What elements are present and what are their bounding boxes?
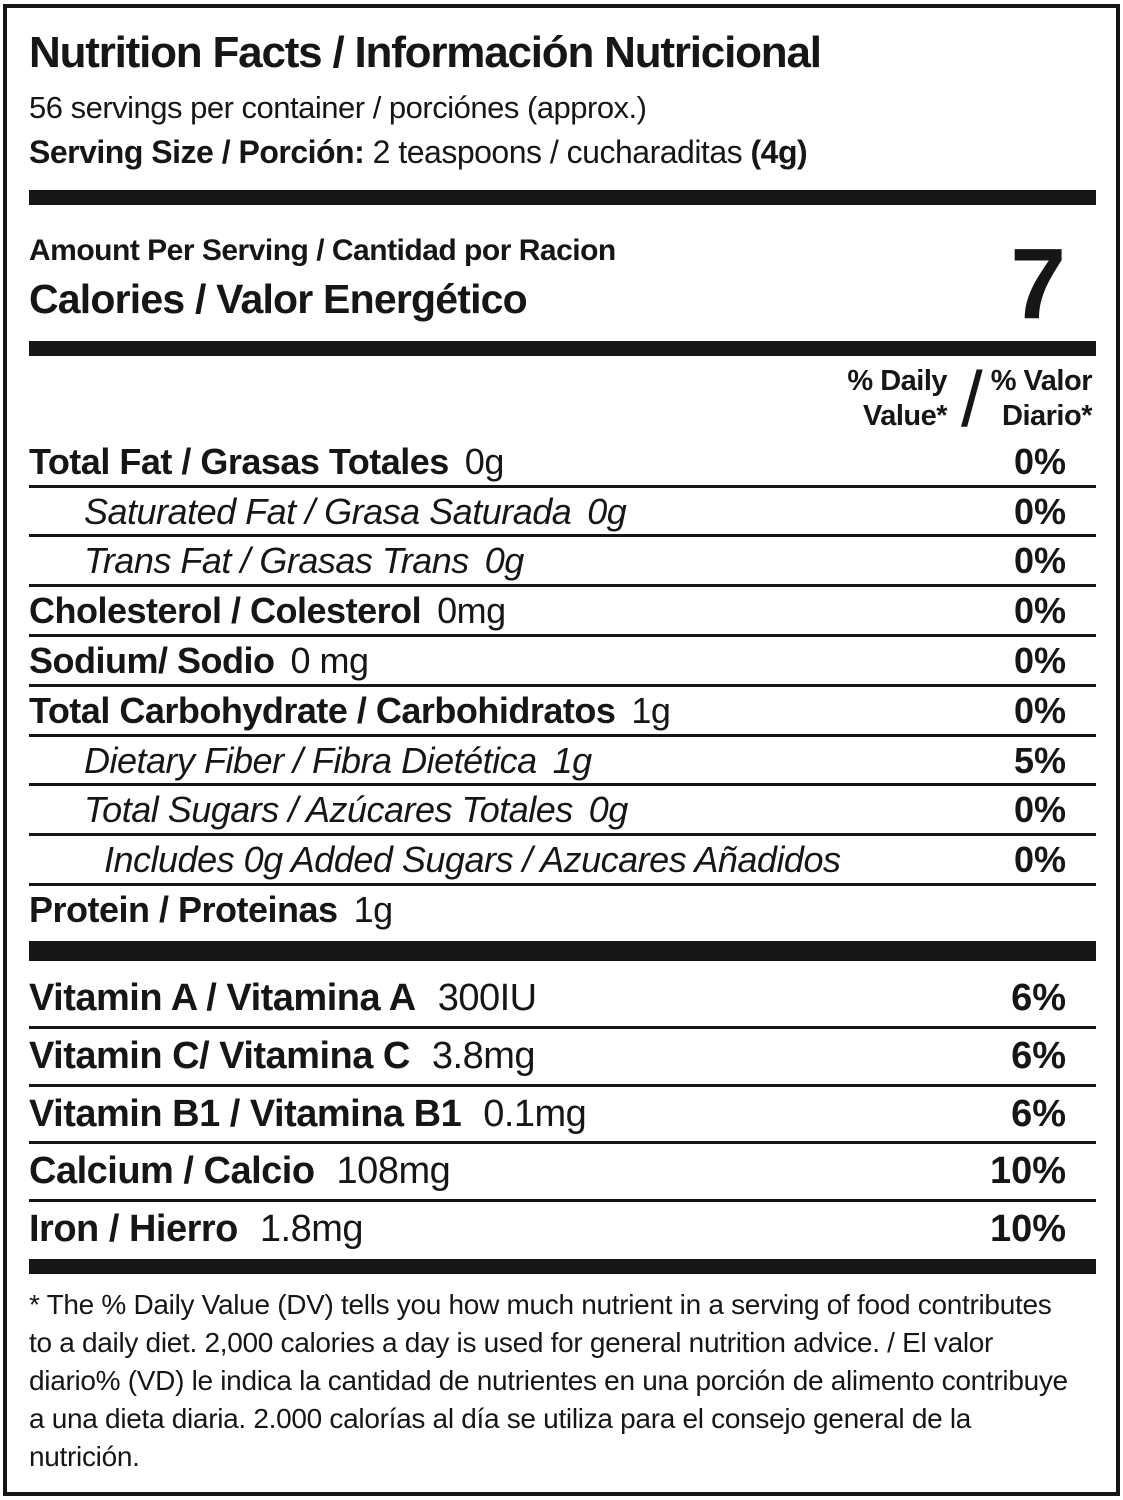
nutrient-label: Dietary Fiber / Fibra Dietética xyxy=(84,739,537,781)
daily-value-percent: 0% xyxy=(1013,590,1066,632)
nutrient-amount: 0g xyxy=(464,440,505,482)
nutrition-facts-label: Nutrition Facts / Información Nutriciona… xyxy=(3,4,1120,1496)
daily-value-header-en: % Daily Value* xyxy=(847,364,947,434)
nutrient-amount: 0mg xyxy=(437,590,506,632)
daily-value-percent: 0% xyxy=(1013,440,1066,482)
daily-value-header-es: % Valor Diario* xyxy=(990,364,1093,434)
label-title: Nutrition Facts / Información Nutriciona… xyxy=(29,28,822,77)
nutrient-row: Total Fat / Grasas Totales 0g 0% xyxy=(29,438,1096,488)
nutrient-label: Iron / Hierro xyxy=(29,1208,238,1251)
divider-bar xyxy=(29,1259,1096,1275)
daily-value-header: % Daily Value* / % Valor Diario* xyxy=(29,354,1096,443)
daily-value-footnote: * The % Daily Value (DV) tells you how m… xyxy=(29,1289,1068,1473)
nutrient-amount: 3.8mg xyxy=(431,1034,536,1077)
nutrient-label: Trans Fat / Grasas Trans xyxy=(84,540,469,582)
daily-value-en-line2: Value* xyxy=(862,399,948,432)
daily-value-percent: 0% xyxy=(1013,490,1066,532)
daily-value-percent: 0% xyxy=(1013,839,1066,881)
daily-value-percent: 0% xyxy=(1013,689,1066,731)
daily-value-percent: 10% xyxy=(989,1208,1066,1251)
calories-labels: Amount Per Serving / Cantidad por Racion… xyxy=(29,233,616,324)
nutrient-label: Vitamin B1 / Vitamina B1 xyxy=(29,1092,462,1135)
serving-size-label: Serving Size / Porción: xyxy=(29,133,365,170)
nutrient-amount: 0g xyxy=(588,789,629,831)
amount-per-serving-label: Amount Per Serving / Cantidad por Racion xyxy=(29,233,616,267)
calories-section: Amount Per Serving / Cantidad por Racion… xyxy=(29,227,1096,340)
nutrient-label: Saturated Fat / Grasa Saturada xyxy=(84,490,572,532)
nutrient-label: Total Sugars / Azúcares Totales xyxy=(84,789,573,831)
divider-bar xyxy=(29,189,1096,205)
nutrient-label: Sodium/ Sodio xyxy=(29,639,275,681)
daily-value-percent: 0% xyxy=(1013,789,1066,831)
calories-label: Calories / Valor Energético xyxy=(29,275,528,322)
nutrient-label: Vitamin C/ Vitamina C xyxy=(29,1034,410,1077)
servings-per-container: 56 servings per container / porciónes (a… xyxy=(29,89,647,125)
nutrient-amount: 1g xyxy=(552,739,593,781)
daily-value-es-line1: % Valor xyxy=(990,364,1093,397)
nutrient-amount: 300IU xyxy=(437,976,537,1019)
nutrient-amount: 108mg xyxy=(336,1150,451,1193)
micronutrient-row: Calcium / Calcio 108mg 10% xyxy=(29,1144,1096,1203)
calories-value: 7 xyxy=(1010,227,1066,340)
nutrient-amount: 0.1mg xyxy=(483,1092,587,1135)
nutrient-row: Dietary Fiber / Fibra Dietética 1g 5% xyxy=(29,737,1096,787)
divider-bar-thick xyxy=(29,940,1096,961)
serving-size-line: Serving Size / Porción: 2 teaspoons / cu… xyxy=(29,132,1096,172)
nutrient-label: Total Carbohydrate / Carbohidratos xyxy=(29,689,616,731)
divider-bar xyxy=(29,340,1096,356)
micronutrient-row: Vitamin A / Vitamina A 300IU 6% xyxy=(29,971,1096,1029)
nutrient-amount: 0g xyxy=(484,540,525,582)
daily-value-percent: 5% xyxy=(1013,739,1066,781)
nutrient-label: Total Fat / Grasas Totales xyxy=(29,440,449,482)
nutrient-row: Protein / Proteinas 1g xyxy=(29,886,1096,933)
daily-value-percent: 10% xyxy=(989,1150,1066,1193)
daily-value-percent: 0% xyxy=(1013,540,1066,582)
nutrient-amount: 0 mg xyxy=(290,639,369,681)
serving-size-weight: (4g) xyxy=(750,133,808,170)
daily-value-en-line1: % Daily xyxy=(847,364,948,397)
header-slash: / xyxy=(961,354,983,443)
nutrient-row: Includes 0g Added Sugars / Azucares Añad… xyxy=(29,836,1096,886)
nutrient-label: Protein / Proteinas xyxy=(29,888,338,930)
nutrient-row: Cholesterol / Colesterol 0mg 0% xyxy=(29,587,1096,637)
micronutrient-row: Vitamin B1 / Vitamina B1 0.1mg 6% xyxy=(29,1087,1096,1145)
micronutrient-row: Vitamin C/ Vitamina C 3.8mg 6% xyxy=(29,1029,1096,1087)
nutrient-label: Vitamin A / Vitamina A xyxy=(29,976,416,1019)
nutrient-row: Trans Fat / Grasas Trans 0g 0% xyxy=(29,537,1096,588)
serving-size-value: 2 teaspoons / cucharaditas xyxy=(364,133,751,170)
nutrient-row: Total Sugars / Azúcares Totales 0g 0% xyxy=(29,786,1096,837)
nutrient-amount: 1g xyxy=(353,888,394,930)
daily-value-percent: 6% xyxy=(1011,1092,1066,1135)
micronutrient-table: Vitamin A / Vitamina A 300IU 6% Vitamin C/ … xyxy=(29,971,1096,1257)
micronutrient-row: Iron / Hierro 1.8mg 10% xyxy=(29,1202,1096,1257)
nutrient-amount: 0g xyxy=(587,490,627,532)
daily-value-percent: 6% xyxy=(1011,1034,1066,1077)
nutrient-amount: 1.8mg xyxy=(259,1208,364,1251)
daily-value-percent: 6% xyxy=(1011,976,1066,1019)
nutrient-label: Includes 0g Added Sugars / Azucares Añad… xyxy=(104,839,841,881)
nutrient-label: Calcium / Calcio xyxy=(29,1150,315,1193)
daily-value-percent: 0% xyxy=(1013,639,1066,681)
nutrient-label: Cholesterol / Colesterol xyxy=(29,590,422,632)
nutrient-row: Saturated Fat / Grasa Saturada 0g 0% xyxy=(29,488,1096,538)
nutrient-row: Total Carbohydrate / Carbohidratos 1g 0% xyxy=(29,687,1096,737)
daily-value-es-line2: Diario* xyxy=(1002,399,1092,432)
nutrient-row: Sodium/ Sodio 0 mg 0% xyxy=(29,637,1096,687)
nutrient-table: Total Fat / Grasas Totales 0g 0% Saturated … xyxy=(29,438,1096,933)
nutrient-amount: 1g xyxy=(631,689,671,731)
